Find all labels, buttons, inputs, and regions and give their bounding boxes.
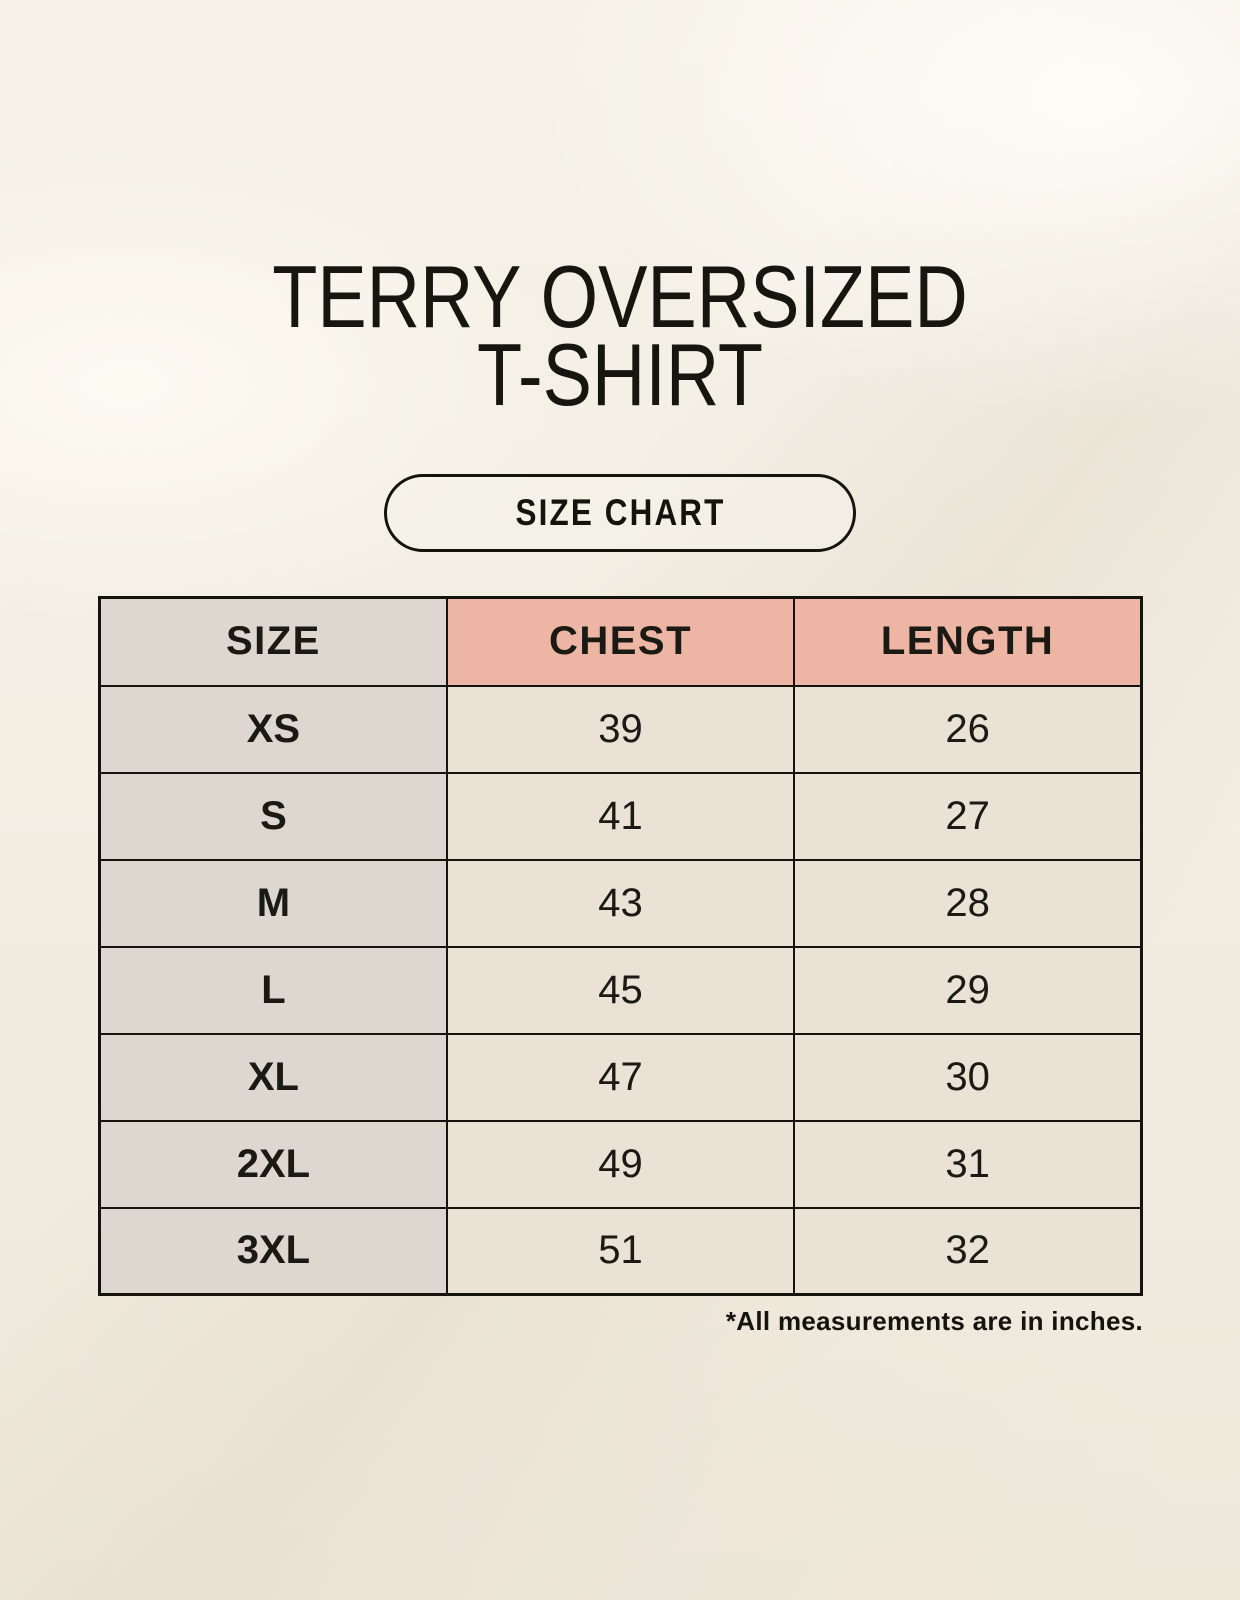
table-row: M 43 28 xyxy=(98,858,1143,948)
length-cell: 29 xyxy=(793,945,1143,1035)
chest-cell: 51 xyxy=(445,1206,796,1296)
chest-cell: 45 xyxy=(445,945,796,1035)
chest-cell: 47 xyxy=(445,1032,796,1122)
page-title-line2: T-SHIRT xyxy=(476,325,764,424)
size-cell: 2XL xyxy=(98,1119,448,1209)
table-row: 2XL 49 31 xyxy=(98,1119,1143,1209)
chest-cell: 43 xyxy=(445,858,796,948)
column-header-length: LENGTH xyxy=(793,596,1143,687)
table-row: S 41 27 xyxy=(98,771,1143,861)
header-row: SIZE CHEST LENGTH xyxy=(98,596,1143,687)
table-row: 3XL 51 32 xyxy=(98,1206,1143,1296)
length-cell: 31 xyxy=(793,1119,1143,1209)
column-header-chest: CHEST xyxy=(445,596,796,687)
size-table-body: XS 39 26 S 41 27 M 43 28 L 45 29 XL 47 30 2XL 49 31 3XL 51 3… xyxy=(98,684,1143,1296)
length-cell: 32 xyxy=(793,1206,1143,1296)
size-table: SIZE CHEST LENGTH XS 39 26 S 41 27 M 43 28 L 45 29 X… xyxy=(98,596,1143,1296)
size-chart-badge: SIZE CHART xyxy=(384,474,856,552)
page-title: TERRY OVERSIZED T-SHIRT xyxy=(99,0,1141,424)
chest-cell: 49 xyxy=(445,1119,796,1209)
page-title-line1: TERRY OVERSIZED xyxy=(272,247,968,346)
chest-cell: 39 xyxy=(445,684,796,774)
size-cell: 3XL xyxy=(98,1206,448,1296)
length-cell: 27 xyxy=(793,771,1143,861)
length-cell: 28 xyxy=(793,858,1143,948)
table-row: XS 39 26 xyxy=(98,684,1143,774)
size-cell: S xyxy=(98,771,448,861)
table-row: L 45 29 xyxy=(98,945,1143,1035)
length-cell: 26 xyxy=(793,684,1143,774)
size-cell: XS xyxy=(98,684,448,774)
column-header-size: SIZE xyxy=(98,596,448,687)
table-row: XL 47 30 xyxy=(98,1032,1143,1122)
chest-cell: 41 xyxy=(445,771,796,861)
size-cell: M xyxy=(98,858,448,948)
size-table-header: SIZE CHEST LENGTH xyxy=(98,596,1143,687)
size-cell: XL xyxy=(98,1032,448,1122)
size-cell: L xyxy=(98,945,448,1035)
size-chart-badge-label: SIZE CHART xyxy=(515,492,725,533)
length-cell: 30 xyxy=(793,1032,1143,1122)
measurements-footnote: *All measurements are in inches. xyxy=(725,1306,1143,1336)
